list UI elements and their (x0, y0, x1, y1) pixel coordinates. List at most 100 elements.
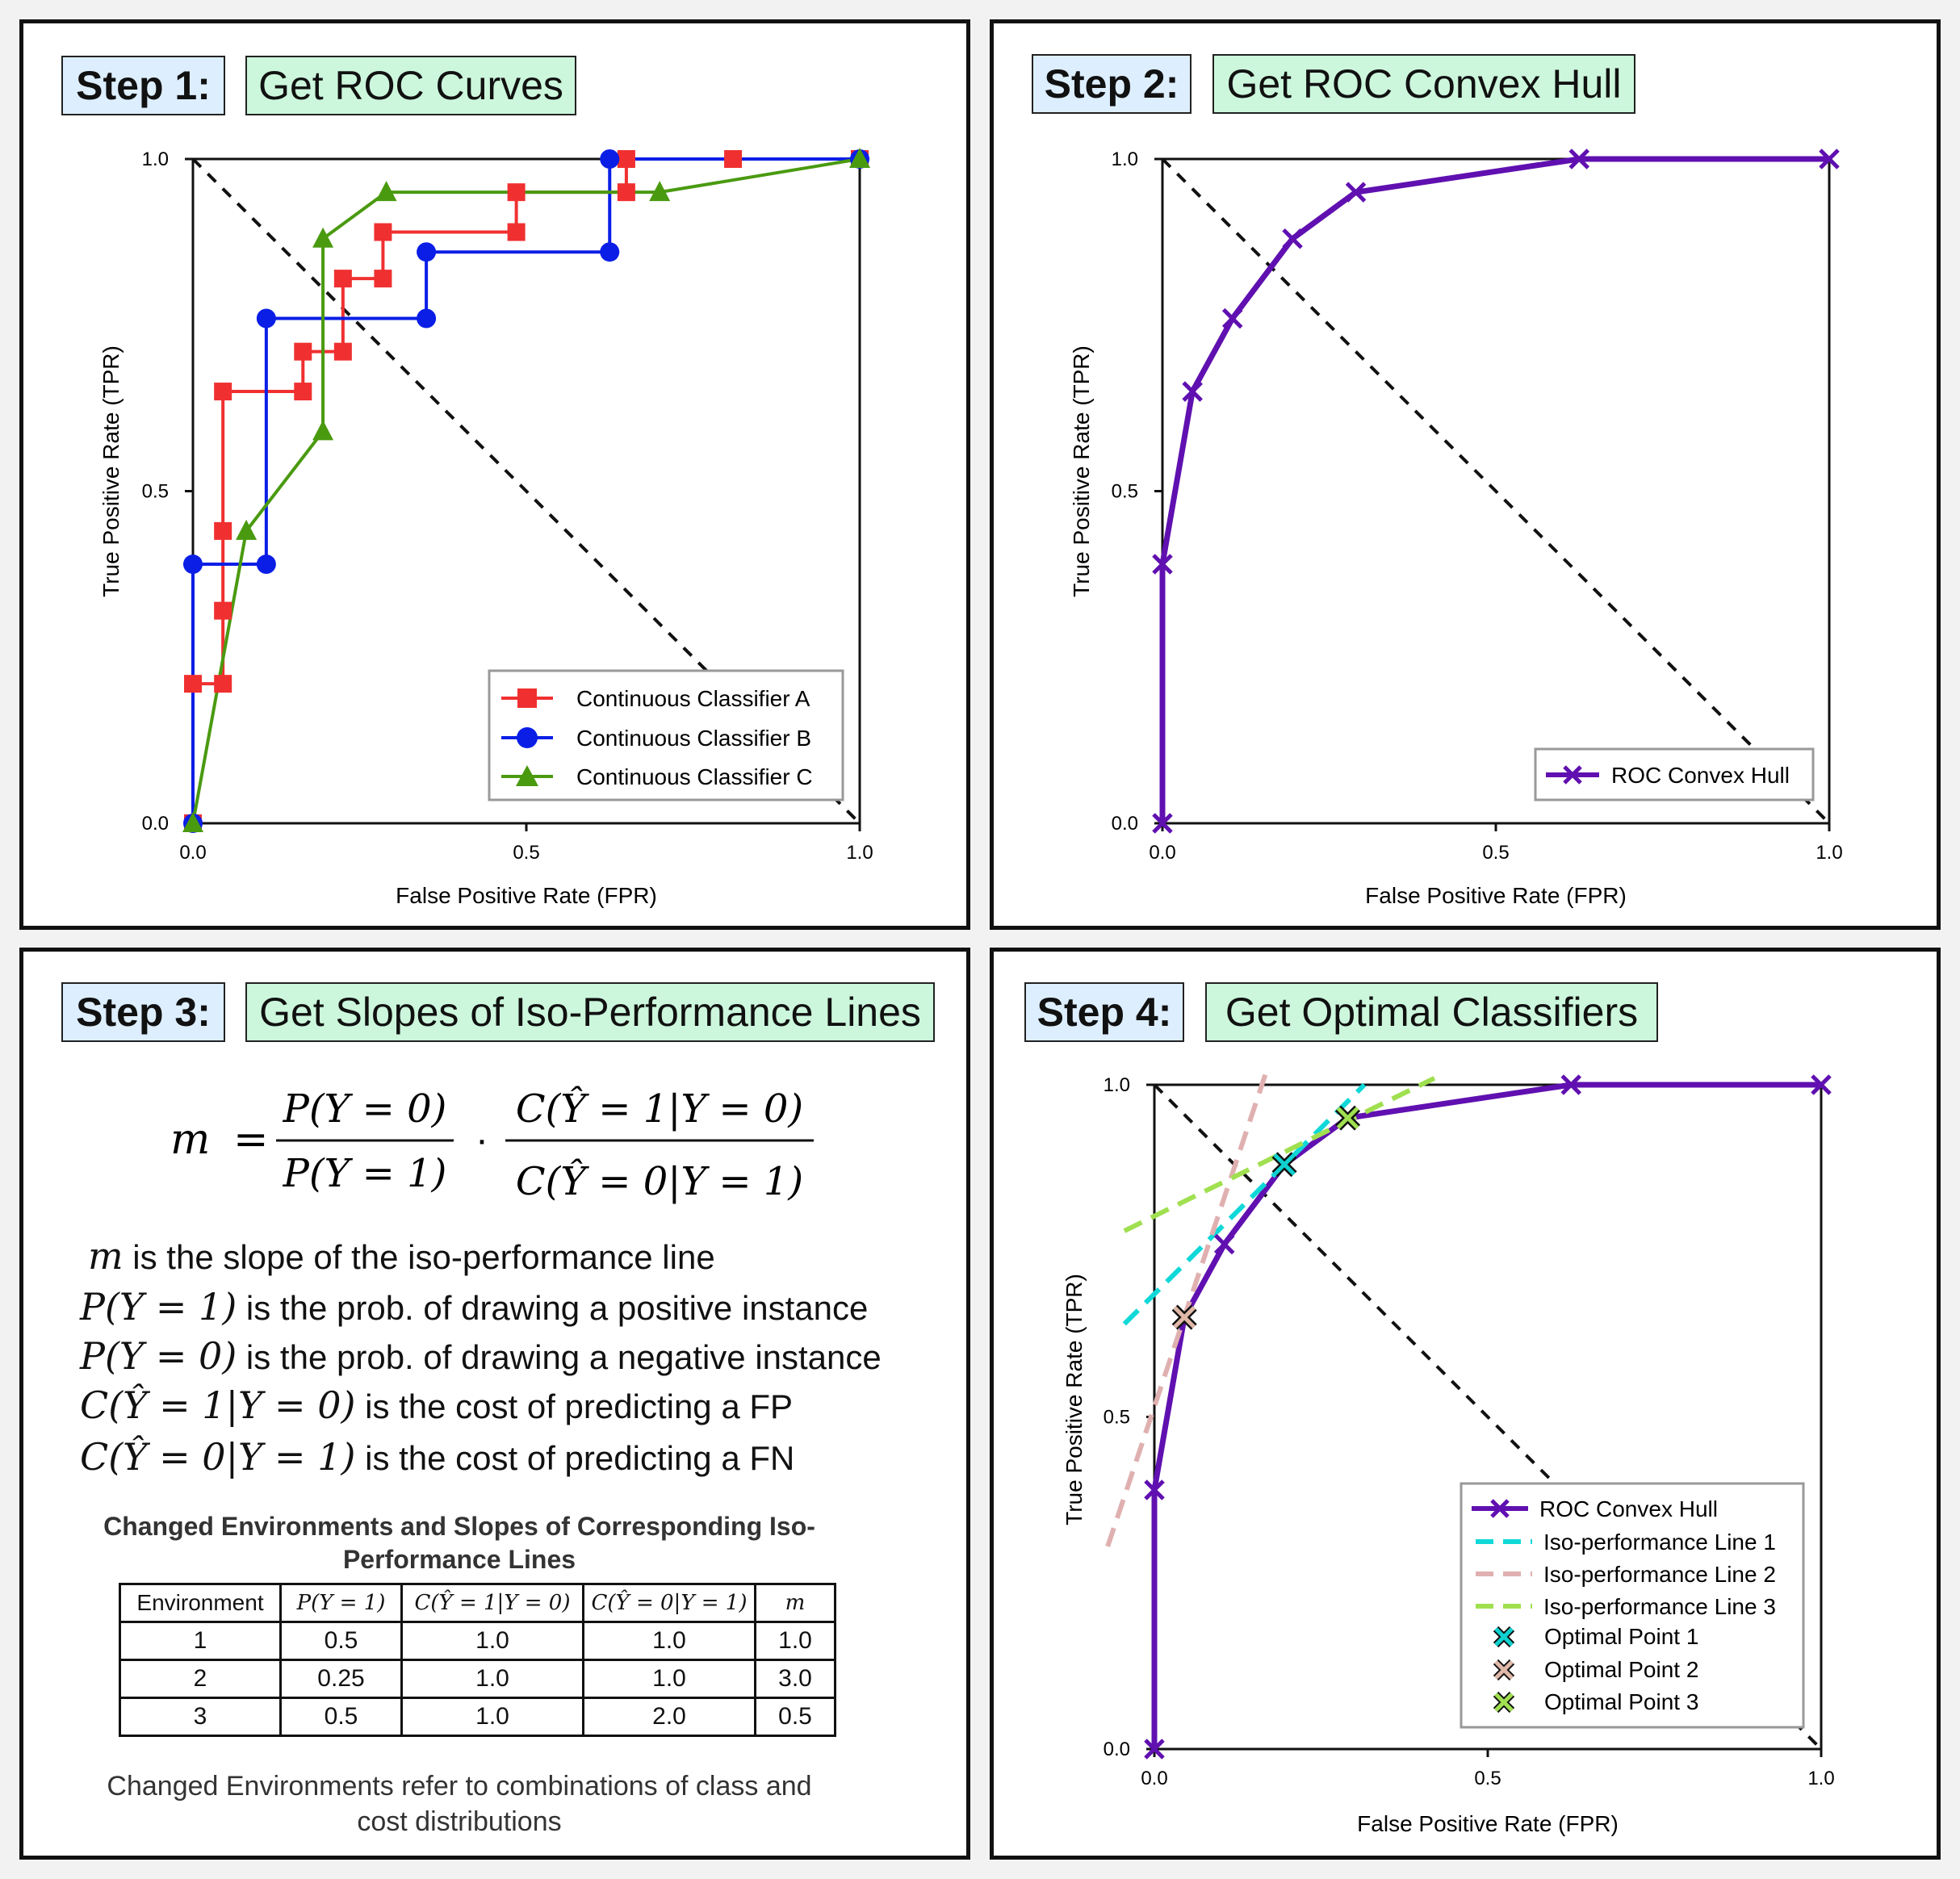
table-cell: 1.0 (400, 1659, 584, 1699)
continuous-classifier-c-point (312, 420, 334, 441)
legend-label: Optimal Point 2 (1544, 1657, 1698, 1682)
roc-convex-hull-point (1144, 1479, 1165, 1500)
table-cell: 2 (119, 1659, 282, 1699)
definition-p-y0: P(Y = 0) is the prob. of drawing a negat… (80, 1334, 882, 1378)
x-tick-label: 0.5 (1474, 1768, 1501, 1789)
legend-optimal-marker (1493, 1691, 1515, 1714)
x-tick-label: 1.0 (1816, 842, 1842, 864)
table-cell: 1.0 (400, 1621, 584, 1661)
y-tick-label: 0.5 (1112, 481, 1138, 503)
legend-x-marker (1563, 765, 1582, 785)
panel-step-3: Step 3: Get Slopes of Iso-Performance Li… (19, 948, 970, 1860)
continuous-classifier-a-point (294, 342, 312, 361)
step-2-title: Get ROC Convex Hull (1212, 54, 1635, 114)
continuous-classifier-b-point (600, 242, 620, 262)
table-cell: 1 (119, 1621, 282, 1661)
legend-label: Iso-performance Line 1 (1543, 1530, 1776, 1555)
continuous-classifier-b-point (183, 554, 203, 575)
step-3-label: Step 3: (61, 982, 225, 1042)
legend-label: Iso-performance Line 2 (1543, 1562, 1776, 1587)
roc-convex-hull-point (1152, 554, 1173, 575)
continuous-classifier-a-point (724, 150, 743, 168)
table-title: Changed Environments and Slopes of Corre… (103, 1512, 815, 1574)
continuous-classifier-a-point (294, 383, 312, 401)
continuous-classifier-a-point (617, 183, 635, 202)
panel-step-4: Step 4: Get Optimal Classifiers False Po… (990, 948, 1941, 1860)
legend: ROC Convex Hull Iso-performance Line 1 I… (1460, 1482, 1805, 1729)
legend-circle-marker (517, 727, 538, 748)
iso-performance-line-3-line (1123, 1076, 1436, 1233)
table-cell: 0.5 (754, 1697, 836, 1737)
formula-frac1-numerator: P(Y = 0) (283, 1086, 447, 1132)
table-header: m (754, 1583, 836, 1623)
table-header: C(Ŷ = 1|Y = 0) (400, 1583, 584, 1623)
step-1-title: Get ROC Curves (245, 56, 576, 115)
legend-label: ROC Convex Hull (1611, 763, 1790, 788)
formula-frac2-numerator: C(Ŷ = 1|Y = 0) (516, 1085, 803, 1132)
roc-convex-hull-point (1568, 149, 1590, 169)
x-tick-label: 0.0 (1141, 1768, 1167, 1789)
continuous-classifier-c-point (649, 181, 671, 202)
continuous-classifier-b-point (417, 308, 437, 329)
roc-convex-hull-point (1819, 149, 1840, 169)
table-cell: 1.0 (400, 1697, 584, 1737)
roc-convex-hull-point (1213, 1233, 1235, 1255)
legend-label: Continuous Classifier A (576, 686, 810, 711)
continuous-classifier-c-point (375, 181, 397, 202)
step-4-title: Get Optimal Classifiers (1205, 982, 1658, 1042)
continuous-classifier-a-point (507, 183, 526, 202)
continuous-classifier-b-point (256, 308, 276, 329)
table-header: P(Y = 1) (279, 1583, 403, 1623)
continuous-classifier-c-point (182, 812, 203, 832)
x-tick-label: 1.0 (846, 842, 873, 864)
convex-hull-chart: False Positive Rate (FPR) True Positive … (1069, 149, 1843, 908)
y-tick-label: 0.5 (142, 481, 169, 503)
step-3-title: Get Slopes of Iso-Performance Lines (245, 982, 935, 1042)
x-tick-label: 0.0 (179, 842, 206, 864)
y-tick-label: 0.0 (1104, 1739, 1130, 1760)
legend-optimal-marker (1493, 1626, 1515, 1648)
step-2-label: Step 2: (1032, 54, 1191, 114)
continuous-classifier-c-point (312, 227, 334, 248)
table-cell: 3.0 (754, 1659, 836, 1699)
x-tick-label: 0.5 (1482, 842, 1509, 864)
legend-x-marker (1490, 1499, 1510, 1518)
continuous-classifier-a-point (184, 675, 202, 693)
roc-convex-hull-point (1221, 308, 1243, 329)
formula-frac2-denominator: C(Ŷ = 0|Y = 1) (516, 1157, 803, 1204)
x-tick-label: 1.0 (1807, 1768, 1834, 1789)
y-tick-label: 0.0 (142, 813, 169, 835)
table-row: 3 0.5 1.0 2.0 0.5 (119, 1697, 836, 1737)
continuous-classifier-a-point (374, 270, 392, 288)
y-axis-label: True Positive Rate (TPR) (1069, 345, 1094, 597)
legend-label: Optimal Point 1 (1544, 1624, 1698, 1649)
step-1-label: Step 1: (61, 56, 225, 115)
table-cell: 1.0 (582, 1621, 756, 1661)
legend-label: Iso-performance Line 3 (1543, 1594, 1776, 1619)
roc-convex-hull-point (1144, 1739, 1165, 1760)
multiply-dot: · (475, 1119, 488, 1161)
y-tick-label: 1.0 (1104, 1074, 1130, 1096)
continuous-classifier-a-point (214, 383, 232, 401)
definition-p-y1: P(Y = 1) is the prob. of drawing a posit… (80, 1285, 869, 1329)
table-cell: 1.0 (754, 1621, 836, 1661)
table-cell: 3 (119, 1697, 282, 1737)
formula-frac1-denominator: P(Y = 1) (283, 1151, 447, 1196)
legend-label: Optimal Point 3 (1544, 1689, 1698, 1714)
iso-performance-line-1-line (1122, 1082, 1367, 1326)
table-cell: 0.5 (279, 1697, 403, 1737)
table-cell: 0.5 (279, 1621, 403, 1661)
diagonal-line (1161, 157, 1831, 825)
legend: ROC Convex Hull (1534, 747, 1815, 801)
continuous-classifier-b-point (417, 242, 437, 262)
x-tick-label: 0.0 (1149, 842, 1175, 864)
y-tick-label: 0.0 (1112, 813, 1138, 835)
y-tick-label: 1.0 (1112, 149, 1138, 170)
roc-convex-hull-point (1345, 182, 1367, 203)
y-tick-label: 0.5 (1104, 1407, 1130, 1429)
x-axis-label: False Positive Rate (FPR) (1365, 883, 1627, 908)
roc-curves-chart: False Positive Rate (FPR) True Positive … (98, 148, 873, 908)
roc-convex-hull-point (1811, 1074, 1832, 1095)
legend-label: ROC Convex Hull (1539, 1496, 1718, 1521)
panel-step-2: Step 2: Get ROC Convex Hull False Positi… (990, 19, 1941, 930)
